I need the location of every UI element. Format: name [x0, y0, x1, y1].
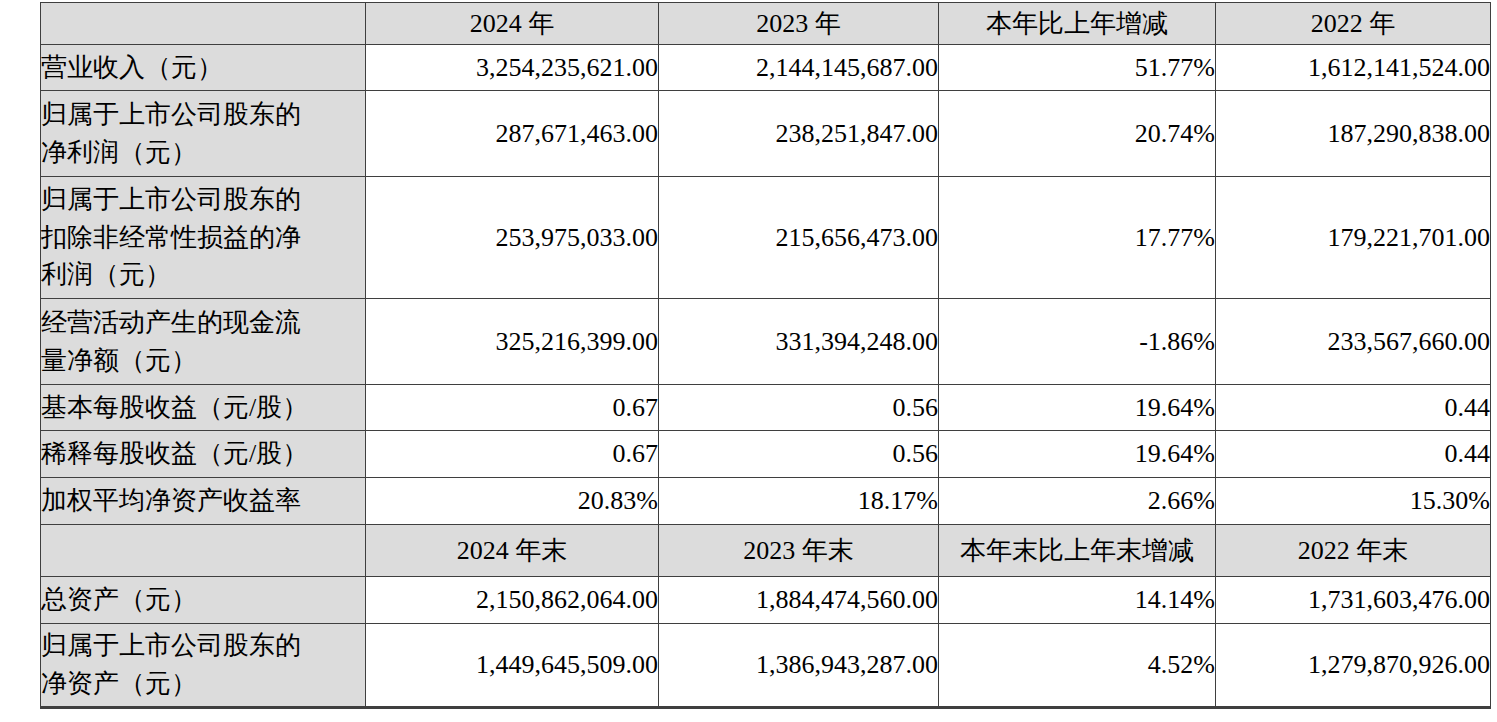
column-header-2024: 2024 年	[366, 3, 659, 45]
column-header-blank	[41, 525, 366, 577]
table-row-total-assets: 总资产（元） 2,150,862,064.00 1,884,474,560.00…	[41, 577, 1491, 624]
column-header-2023-end: 2023 年末	[659, 525, 939, 577]
cell-value: 4.52%	[939, 624, 1216, 708]
period-header-row: 2024 年 2023 年 本年比上年增减 2022 年	[41, 3, 1491, 45]
cell-value: 18.17%	[659, 478, 939, 525]
cell-value: 233,567,660.00	[1216, 299, 1491, 385]
cell-value: 238,251,847.00	[659, 91, 939, 177]
period-end-header-row: 2024 年末 2023 年末 本年末比上年末增减 2022 年末	[41, 525, 1491, 577]
cell-value: 1,884,474,560.00	[659, 577, 939, 624]
table-row-weighted-roe: 加权平均净资产收益率 20.83% 18.17% 2.66% 15.30%	[41, 478, 1491, 525]
cell-value: 253,975,033.00	[366, 177, 659, 299]
cell-value: -1.86%	[939, 299, 1216, 385]
cell-value: 0.56	[659, 431, 939, 478]
cell-value: 1,279,870,926.00	[1216, 624, 1491, 708]
row-label: 加权平均净资产收益率	[41, 478, 366, 525]
cell-value: 2,150,862,064.00	[366, 577, 659, 624]
cell-value: 51.77%	[939, 45, 1216, 91]
cell-value: 14.14%	[939, 577, 1216, 624]
row-label: 总资产（元）	[41, 577, 366, 624]
cell-value: 17.77%	[939, 177, 1216, 299]
cell-value: 0.44	[1216, 385, 1491, 431]
table-row-net-assets: 归属于上市公司股东的 净资产（元） 1,449,645,509.00 1,386…	[41, 624, 1491, 708]
cell-value: 0.56	[659, 385, 939, 431]
cell-value: 187,290,838.00	[1216, 91, 1491, 177]
column-header-blank	[41, 3, 366, 45]
row-label: 稀释每股收益（元/股）	[41, 431, 366, 478]
cell-value: 1,731,603,476.00	[1216, 577, 1491, 624]
financial-summary-table: 2024 年 2023 年 本年比上年增减 2022 年 营业收入（元） 3,2…	[40, 2, 1491, 709]
column-header-end-yoy-change: 本年末比上年末增减	[939, 525, 1216, 577]
table-row-net-profit-excl-nonrecurring: 归属于上市公司股东的 扣除非经常性损益的净 利润（元） 253,975,033.…	[41, 177, 1491, 299]
column-header-2023: 2023 年	[659, 3, 939, 45]
table-row-diluted-eps: 稀释每股收益（元/股） 0.67 0.56 19.64% 0.44	[41, 431, 1491, 478]
table-row-basic-eps: 基本每股收益（元/股） 0.67 0.56 19.64% 0.44	[41, 385, 1491, 431]
cell-value: 15.30%	[1216, 478, 1491, 525]
row-label: 营业收入（元）	[41, 45, 366, 91]
row-label: 归属于上市公司股东的 净利润（元）	[41, 91, 366, 177]
cell-value: 19.64%	[939, 431, 1216, 478]
table-row-operating-cash-flow: 经营活动产生的现金流 量净额（元） 325,216,399.00 331,394…	[41, 299, 1491, 385]
cell-value: 1,386,943,287.00	[659, 624, 939, 708]
column-header-2022-end: 2022 年末	[1216, 525, 1491, 577]
row-label: 经营活动产生的现金流 量净额（元）	[41, 299, 366, 385]
cell-value: 2,144,145,687.00	[659, 45, 939, 91]
cell-value: 0.67	[366, 385, 659, 431]
cell-value: 19.64%	[939, 385, 1216, 431]
column-header-2022: 2022 年	[1216, 3, 1491, 45]
cell-value: 179,221,701.00	[1216, 177, 1491, 299]
cell-value: 2.66%	[939, 478, 1216, 525]
cell-value: 287,671,463.00	[366, 91, 659, 177]
cell-value: 20.74%	[939, 91, 1216, 177]
financial-summary-table-container: 2024 年 2023 年 本年比上年增减 2022 年 营业收入（元） 3,2…	[40, 2, 1491, 709]
cell-value: 1,612,141,524.00	[1216, 45, 1491, 91]
cell-value: 1,449,645,509.00	[366, 624, 659, 708]
row-label: 归属于上市公司股东的 净资产（元）	[41, 624, 366, 708]
column-header-2024-end: 2024 年末	[366, 525, 659, 577]
table-row-net-profit: 归属于上市公司股东的 净利润（元） 287,671,463.00 238,251…	[41, 91, 1491, 177]
row-label: 基本每股收益（元/股）	[41, 385, 366, 431]
cell-value: 20.83%	[366, 478, 659, 525]
cell-value: 3,254,235,621.00	[366, 45, 659, 91]
cell-value: 331,394,248.00	[659, 299, 939, 385]
column-header-yoy-change: 本年比上年增减	[939, 3, 1216, 45]
cell-value: 0.67	[366, 431, 659, 478]
cell-value: 325,216,399.00	[366, 299, 659, 385]
table-row-revenue: 营业收入（元） 3,254,235,621.00 2,144,145,687.0…	[41, 45, 1491, 91]
cell-value: 215,656,473.00	[659, 177, 939, 299]
row-label: 归属于上市公司股东的 扣除非经常性损益的净 利润（元）	[41, 177, 366, 299]
cell-value: 0.44	[1216, 431, 1491, 478]
